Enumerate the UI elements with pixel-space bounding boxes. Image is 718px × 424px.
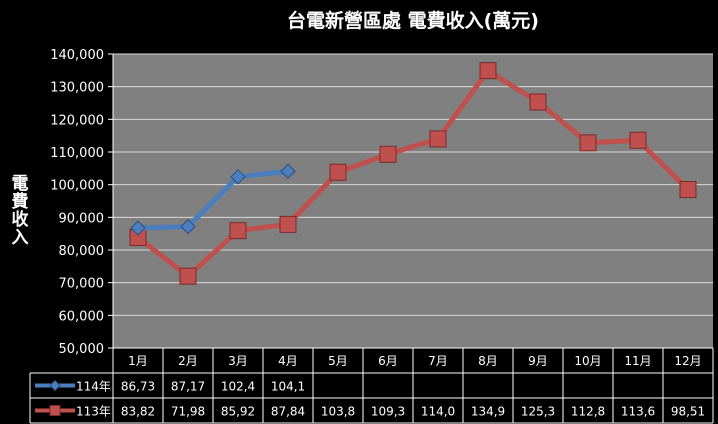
y-tick-label: 100,000 — [50, 179, 104, 194]
x-tick-label: 3月 — [228, 354, 248, 368]
table-value: 86,73 — [121, 380, 155, 394]
x-tick-label: 1月 — [128, 354, 148, 368]
y-tick-label: 90,000 — [59, 211, 105, 226]
y-tick-label: 70,000 — [59, 277, 105, 292]
x-tick-label: 6月 — [378, 354, 398, 368]
data-point — [229, 222, 247, 240]
series-line — [137, 168, 289, 231]
data-point — [629, 131, 647, 149]
table-value: 104,1 — [271, 380, 305, 394]
x-tick-label: 7月 — [428, 354, 448, 368]
y-tick-label: 140,000 — [50, 48, 104, 63]
data-point — [49, 379, 61, 392]
table-value: 103,8 — [321, 405, 355, 419]
chart-title: 台電新營區處 電費收入(萬元) — [287, 10, 539, 32]
data-point — [230, 169, 246, 185]
data-point — [529, 93, 547, 111]
x-tick-label: 11月 — [624, 354, 651, 368]
table-value: 113,6 — [621, 405, 655, 419]
x-tick-label: 2月 — [178, 354, 198, 368]
data-point — [379, 145, 397, 163]
data-point — [49, 405, 61, 416]
legend-label: 114年 — [76, 380, 111, 394]
y-tick-label: 130,000 — [50, 81, 104, 96]
data-point — [479, 62, 497, 80]
x-tick-label: 9月 — [528, 354, 548, 368]
table-value: 109,3 — [371, 405, 405, 419]
legend-label: 113年 — [76, 405, 111, 419]
data-point — [679, 181, 697, 199]
table-value: 98,51 — [671, 405, 705, 419]
y-tick-label: 120,000 — [50, 113, 104, 128]
x-tick-label: 10月 — [574, 354, 601, 368]
table-value: 102,4 — [221, 380, 255, 394]
data-point — [579, 134, 597, 152]
plot-area — [113, 54, 713, 348]
table-value: 112,8 — [571, 405, 605, 419]
data-point — [280, 163, 296, 179]
data-point — [180, 218, 196, 235]
data-point — [429, 130, 447, 148]
table-value: 87,84 — [271, 405, 305, 419]
table-value: 71,98 — [171, 405, 205, 419]
y-axis-label: 電費收入 — [7, 174, 28, 246]
data-point — [130, 220, 146, 236]
table-value: 114,0 — [421, 405, 455, 419]
data-point — [329, 163, 347, 181]
data-point — [179, 267, 197, 285]
data-point — [279, 215, 297, 233]
y-tick-label: 110,000 — [50, 146, 104, 161]
table-value: 134,9 — [471, 405, 505, 419]
table-value: 125,3 — [521, 405, 555, 419]
y-tick-label: 50,000 — [59, 342, 105, 357]
table-value: 83,82 — [121, 405, 155, 419]
table-value: 85,92 — [221, 405, 255, 419]
table-value: 87,17 — [171, 380, 205, 394]
x-tick-label: 8月 — [478, 354, 498, 368]
x-tick-label: 12月 — [674, 354, 701, 368]
x-tick-label: 5月 — [328, 354, 348, 368]
y-tick-label: 80,000 — [59, 244, 105, 259]
y-tick-label: 60,000 — [59, 309, 105, 324]
x-tick-label: 4月 — [278, 354, 298, 368]
